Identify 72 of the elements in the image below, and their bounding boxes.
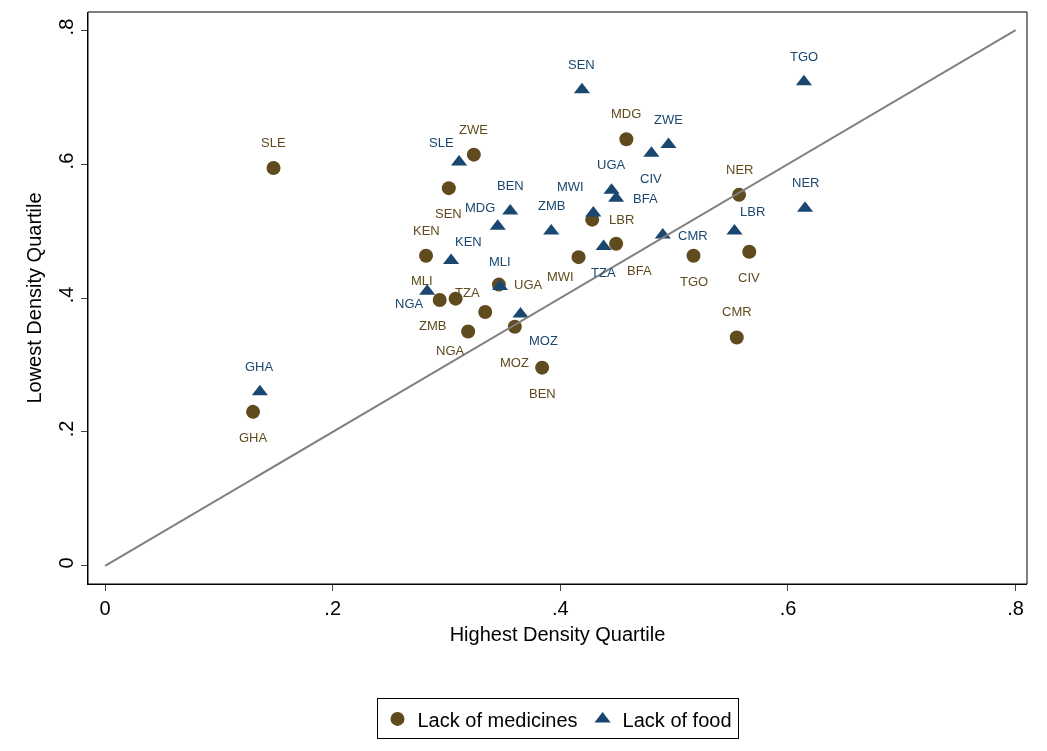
- data-label: SEN: [435, 206, 462, 221]
- point: [609, 236, 624, 251]
- data-label: TGO: [790, 49, 819, 64]
- y-tick-label: 0: [55, 557, 77, 569]
- point: [729, 330, 744, 345]
- data-label: KEN: [455, 234, 482, 249]
- data-label: NER: [792, 175, 820, 190]
- point: [795, 74, 812, 86]
- data-label: NER: [726, 162, 754, 177]
- point: [571, 250, 586, 265]
- data-label: MOZ: [529, 333, 558, 348]
- data-label: ZMB: [419, 318, 447, 333]
- data-label: MLI: [489, 254, 511, 269]
- point: [502, 203, 519, 215]
- data-label: BEN: [497, 178, 524, 193]
- data-label: KEN: [413, 223, 440, 238]
- data-label: MDG: [465, 200, 496, 215]
- data-label: LBR: [740, 204, 766, 219]
- point: [432, 293, 447, 307]
- data-label: ZMB: [538, 198, 566, 213]
- data-label: BFA: [627, 263, 652, 278]
- data-label: CMR: [722, 304, 752, 319]
- data-label: ZWE: [654, 112, 684, 127]
- data-label: MOZ: [500, 355, 529, 370]
- x-tick-label: .2: [324, 597, 342, 619]
- data-label: NGA: [395, 296, 424, 311]
- data-label: MWI: [547, 269, 574, 284]
- data-label: MDG: [611, 106, 642, 121]
- y-tick-label: .6: [55, 152, 77, 170]
- y-axis-title: Lowest Density Quartile: [22, 192, 45, 404]
- y-tick-label: .8: [55, 18, 77, 36]
- data-label: CMR: [678, 228, 708, 243]
- point: [619, 132, 634, 147]
- data-label: GHA: [245, 359, 274, 374]
- data-label: CIV: [738, 270, 760, 285]
- data-label: TGO: [680, 274, 709, 289]
- data-label: LBR: [609, 212, 635, 227]
- data-label: BFA: [633, 191, 658, 206]
- x-tick-label: .8: [1007, 597, 1024, 619]
- point: [466, 147, 481, 162]
- point: [251, 384, 268, 396]
- data-label: CIV: [640, 171, 662, 186]
- data-label: MLI: [411, 273, 433, 288]
- data-label: UGA: [514, 277, 543, 292]
- data-label: BEN: [529, 386, 556, 401]
- point: [419, 248, 434, 263]
- point: [478, 305, 493, 320]
- point: [686, 248, 701, 263]
- data-label: SEN: [568, 57, 595, 72]
- point: [742, 244, 757, 259]
- point: [535, 360, 550, 375]
- point: [660, 137, 677, 149]
- legend-label: Lack of food: [622, 708, 732, 731]
- data-label: ZWE: [459, 122, 489, 137]
- data-label: UGA: [597, 157, 626, 172]
- data-label: SLE: [429, 135, 454, 150]
- point: [585, 205, 602, 217]
- x-tick-label: .6: [779, 597, 797, 619]
- point: [441, 181, 456, 196]
- data-label: GHA: [239, 430, 268, 445]
- data-label: NGA: [436, 343, 465, 358]
- point: [461, 324, 476, 339]
- data-label: SLE: [261, 135, 286, 150]
- y-tick-label: .2: [55, 420, 77, 438]
- x-axis-title: Highest Density Quartile: [449, 622, 666, 645]
- data-label: MWI: [557, 179, 584, 194]
- point: [246, 404, 261, 419]
- x-tick-label: 0: [99, 597, 111, 619]
- point: [266, 161, 281, 176]
- x-tick-label: .4: [552, 597, 569, 619]
- legend-label: Lack of medicines: [417, 708, 578, 731]
- y-tick-label: .4: [55, 286, 77, 304]
